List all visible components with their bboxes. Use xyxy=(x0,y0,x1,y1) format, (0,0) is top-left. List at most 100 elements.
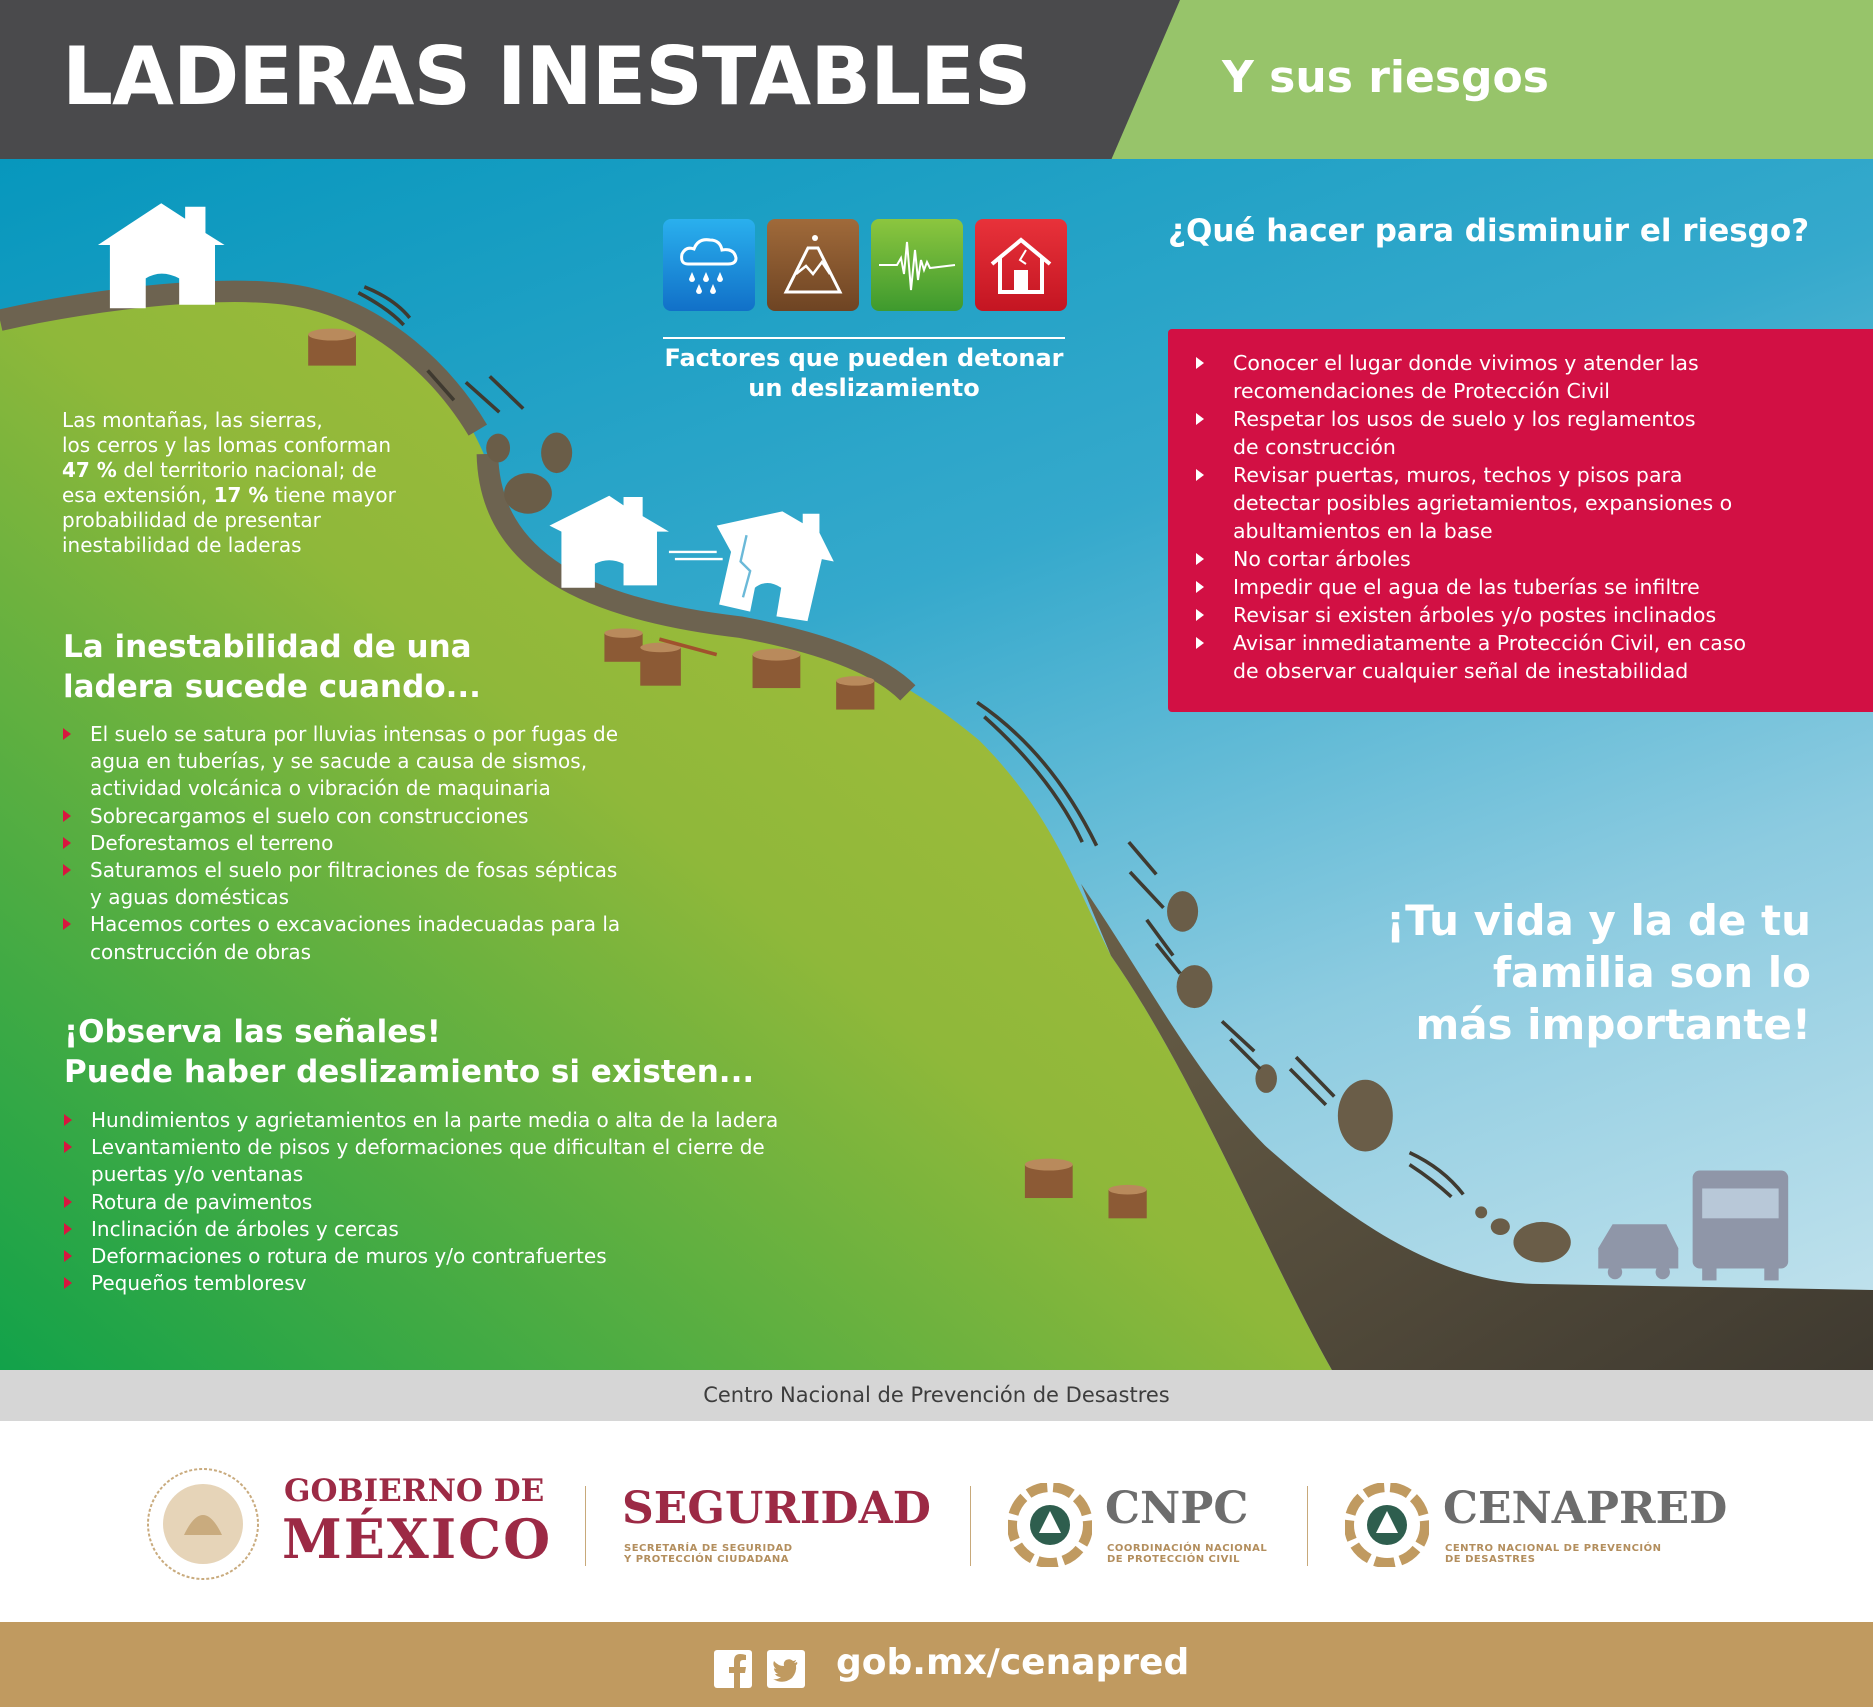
cnpc-logo: CNPC xyxy=(1105,1483,1249,1534)
stump-tops xyxy=(308,328,1147,1195)
signals-heading: ¡Observa las señales! Puede haber desliz… xyxy=(64,1012,754,1092)
intro-line: Las montañas, las sierras, xyxy=(62,408,323,432)
rain-icon xyxy=(663,219,755,311)
list-item: No cortar árboles xyxy=(1196,545,1873,573)
heading-line: La inestabilidad de una xyxy=(63,629,472,665)
factor-icons xyxy=(663,219,1067,311)
truck xyxy=(1692,1170,1789,1281)
reduce-risk-heading: ¿Qué hacer para disminuir el riesgo? xyxy=(1168,213,1810,249)
instability-heading: La inestabilidad de una ladera sucede cu… xyxy=(63,627,481,707)
motion-lines xyxy=(357,285,1465,1199)
truck-windshield xyxy=(1702,1188,1779,1219)
heading-line: ladera sucede cuando... xyxy=(63,669,481,705)
stat-17: 17 % xyxy=(213,483,269,507)
tree-stumps xyxy=(308,334,1147,1219)
header-dark-band xyxy=(0,0,1180,159)
cenapred-sub: CENTRO NACIONAL DE PREVENCIÓN DE DESASTRE… xyxy=(1445,1543,1662,1565)
intro-line: los cerros y las lomas conforman xyxy=(62,433,392,457)
ridge-soil xyxy=(0,280,488,436)
sub-line: SECRETARÍA DE SEGURIDAD xyxy=(624,1543,793,1554)
list-item: El suelo se satura por lluvias intensas … xyxy=(63,721,623,803)
list-item: Saturamos el suelo por filtraciones de f… xyxy=(63,857,633,911)
reduce-risk-box: Conocer el lugar donde vivimos y atender… xyxy=(1168,329,1873,712)
intro-line: inestabilidad de laderas xyxy=(62,533,302,557)
intro-text: del territorio nacional; de xyxy=(116,458,377,482)
list-item: Revisar si existen árboles y/o postes in… xyxy=(1196,601,1873,629)
volcano-icon xyxy=(767,219,859,311)
gob-line1: GOBIERNO DE xyxy=(284,1473,545,1509)
cnpc-sub: COORDINACIÓN NACIONAL DE PROTECCIÓN CIVIL xyxy=(1107,1543,1267,1565)
instability-list: El suelo se satura por lluvias intensas … xyxy=(63,721,663,966)
house-cracked xyxy=(716,511,834,622)
list-item: Hundimientos y agrietamientos en la part… xyxy=(64,1107,864,1134)
shake-lines xyxy=(668,550,723,561)
list-item: Sobrecargamos el suelo con construccione… xyxy=(63,803,663,830)
list-item: Impedir que el agua de las tuberías se i… xyxy=(1196,573,1873,601)
axe xyxy=(658,637,718,657)
list-item: Deformaciones o rotura de muros y/o cont… xyxy=(64,1243,864,1270)
page-title: LADERAS INESTABLES xyxy=(62,30,1031,123)
divider xyxy=(1307,1486,1308,1566)
logos-row: GOBIERNO DE MÉXICO SEGURIDAD SECRETARÍA … xyxy=(0,1421,1873,1622)
twitter-icon[interactable] xyxy=(767,1650,805,1688)
list-item: Respetar los usos de suelo y los reglame… xyxy=(1196,405,1716,461)
list-item: Hacemos cortes o excavaciones inadecuada… xyxy=(63,911,623,965)
organization-band: Centro Nacional de Prevención de Desastr… xyxy=(0,1370,1873,1421)
intro-line: probabilidad de presentar xyxy=(62,508,321,532)
slogan-line: familia son lo xyxy=(1492,948,1811,997)
intro-line: 47 % del territorio nacional; de xyxy=(62,458,442,483)
intro-line: esa extensión, 17 % tiene mayor xyxy=(62,483,442,508)
landslide-illustration xyxy=(0,203,1873,1370)
slogan-line: más importante! xyxy=(1415,1000,1811,1049)
heading-line: ¡Observa las señales! xyxy=(64,1014,441,1050)
seguridad-sub: SECRETARÍA DE SEGURIDAD Y PROTECCIÓN CIUD… xyxy=(624,1543,793,1565)
national-seal-icon xyxy=(147,1468,259,1580)
list-item: Deforestamos el terreno xyxy=(63,830,663,857)
list-item: Avisar inmediatamente a Protección Civil… xyxy=(1196,629,1776,685)
sub-line: DE DESASTRES xyxy=(1445,1554,1536,1565)
gob-line2: MÉXICO xyxy=(282,1507,553,1571)
seismograph-icon xyxy=(871,219,963,311)
cenapred-logo: CENAPRED xyxy=(1443,1483,1728,1534)
slogan: ¡Tu vida y la de tu familia son lo más i… xyxy=(1386,895,1811,1051)
divider xyxy=(585,1486,586,1566)
sub-line: DE PROTECCIÓN CIVIL xyxy=(1107,1554,1240,1565)
sub-line: Y PROTECCIÓN CIUDADANA xyxy=(624,1554,790,1565)
sub-line: CENTRO NACIONAL DE PREVENCIÓN xyxy=(1445,1543,1662,1554)
intro-text: tiene mayor xyxy=(268,483,396,507)
list-item: Inclinación de árboles y cercas xyxy=(64,1216,864,1243)
divider xyxy=(663,337,1065,339)
slogan-line: ¡Tu vida y la de tu xyxy=(1385,896,1811,945)
car xyxy=(1598,1224,1679,1280)
green-hill xyxy=(0,291,1332,1370)
damaged-house-icon xyxy=(975,219,1067,311)
list-item: Levantamiento de pisos y deformaciones q… xyxy=(64,1134,804,1188)
website-link[interactable]: gob.mx/cenapred xyxy=(836,1642,1190,1683)
signals-list: Hundimientos y agrietamientos en la part… xyxy=(64,1107,864,1297)
list-item: Revisar puertas, muros, techos y pisos p… xyxy=(1196,461,1756,545)
footer xyxy=(0,1622,1873,1707)
house-middle xyxy=(549,495,669,588)
house-crack xyxy=(739,534,752,598)
stat-47: 47 % xyxy=(62,458,117,482)
intro-text: esa extensión, xyxy=(62,483,214,507)
intro-paragraph: Las montañas, las sierras, los cerros y … xyxy=(62,408,442,558)
cenapred-emblem-icon xyxy=(1345,1483,1429,1567)
divider xyxy=(970,1486,971,1566)
reduce-risk-list: Conocer el lugar donde vivimos y atender… xyxy=(1196,349,1873,685)
factors-label: Factores que pueden detonar un deslizami… xyxy=(664,344,1064,402)
sub-line: COORDINACIÓN NACIONAL xyxy=(1107,1543,1268,1554)
rocks xyxy=(486,432,1571,1263)
slide-scar xyxy=(476,453,916,701)
list-item: Pequeños tembloresv xyxy=(64,1270,864,1297)
facebook-icon[interactable] xyxy=(714,1650,752,1688)
seguridad-logo: SEGURIDAD xyxy=(622,1483,931,1534)
house-top xyxy=(97,203,225,309)
header: LADERAS INESTABLES Y sus riesgos xyxy=(0,0,1873,159)
heading-line: Puede haber deslizamiento si existen... xyxy=(64,1054,755,1090)
list-item: Conocer el lugar donde vivimos y atender… xyxy=(1196,349,1716,405)
lower-slide-soil xyxy=(1081,883,1873,1370)
page-subtitle: Y sus riesgos xyxy=(1222,52,1549,103)
cnpc-emblem-icon xyxy=(1008,1483,1092,1567)
list-item: Rotura de pavimentos xyxy=(64,1189,864,1216)
